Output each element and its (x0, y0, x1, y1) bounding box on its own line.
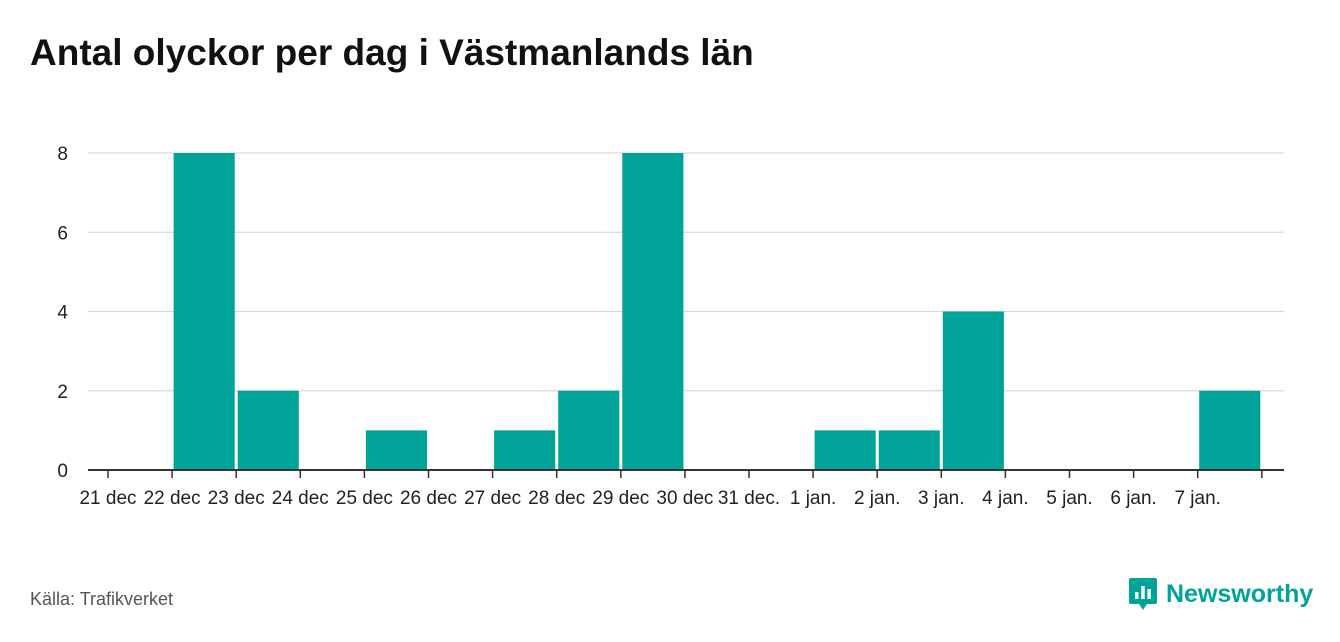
y-tick-label: 6 (57, 223, 68, 244)
gridlines (88, 152, 1284, 392)
x-tick-label: 28 dec (528, 488, 585, 509)
bars (173, 153, 1261, 470)
x-tick-label: 30 dec (656, 488, 713, 509)
bar (1199, 390, 1261, 470)
x-tick-label: 21 dec (79, 488, 136, 509)
x-tick-label: 7 jan. (1174, 488, 1220, 509)
x-tick-label: 4 jan. (982, 488, 1028, 509)
x-tick-label: 26 dec (400, 488, 457, 509)
x-tick-label: 23 dec (208, 488, 265, 509)
x-axis: 21 dec 22 dec 23 dec 24 dec 25 dec 26 dec 27 d… (79, 469, 1284, 509)
bar (365, 430, 427, 470)
y-tick-label: 4 (57, 303, 68, 324)
x-tick-label: 24 dec (272, 488, 329, 509)
x-tick-label: 5 jan. (1046, 488, 1092, 509)
bar (942, 311, 1004, 470)
x-tick-label: 2 jan. (854, 488, 900, 509)
x-tick-label: 27 dec (464, 488, 521, 509)
bar (878, 430, 940, 470)
x-tick-label: 6 jan. (1110, 488, 1156, 509)
y-tick-label: 0 (57, 461, 68, 482)
x-tick-label: 3 jan. (918, 488, 964, 509)
source-note: Källa: Trafikverket (30, 589, 174, 609)
bar (173, 153, 235, 470)
bar (237, 390, 299, 470)
y-tick-label: 8 (57, 144, 68, 165)
bar (814, 430, 876, 470)
x-tick-label: 29 dec (592, 488, 649, 509)
newsworthy-logo-icon (1129, 578, 1157, 610)
x-tick-label: 25 dec (336, 488, 393, 509)
brand-name: Newsworthy (1166, 579, 1314, 608)
brand-logo[interactable]: Newsworthy (1128, 576, 1313, 612)
bar (494, 430, 556, 470)
bar (622, 153, 684, 470)
x-tick-label: 31 dec. (718, 488, 780, 509)
chart-title: Antal olyckor per dag i Västmanlands län (30, 32, 754, 73)
bar (558, 390, 620, 470)
x-tick-label: 1 jan. (790, 488, 836, 509)
y-axis: 0 2 4 6 8 (57, 144, 68, 482)
y-tick-label: 2 (57, 382, 68, 403)
x-tick-label: 22 dec (144, 488, 201, 509)
